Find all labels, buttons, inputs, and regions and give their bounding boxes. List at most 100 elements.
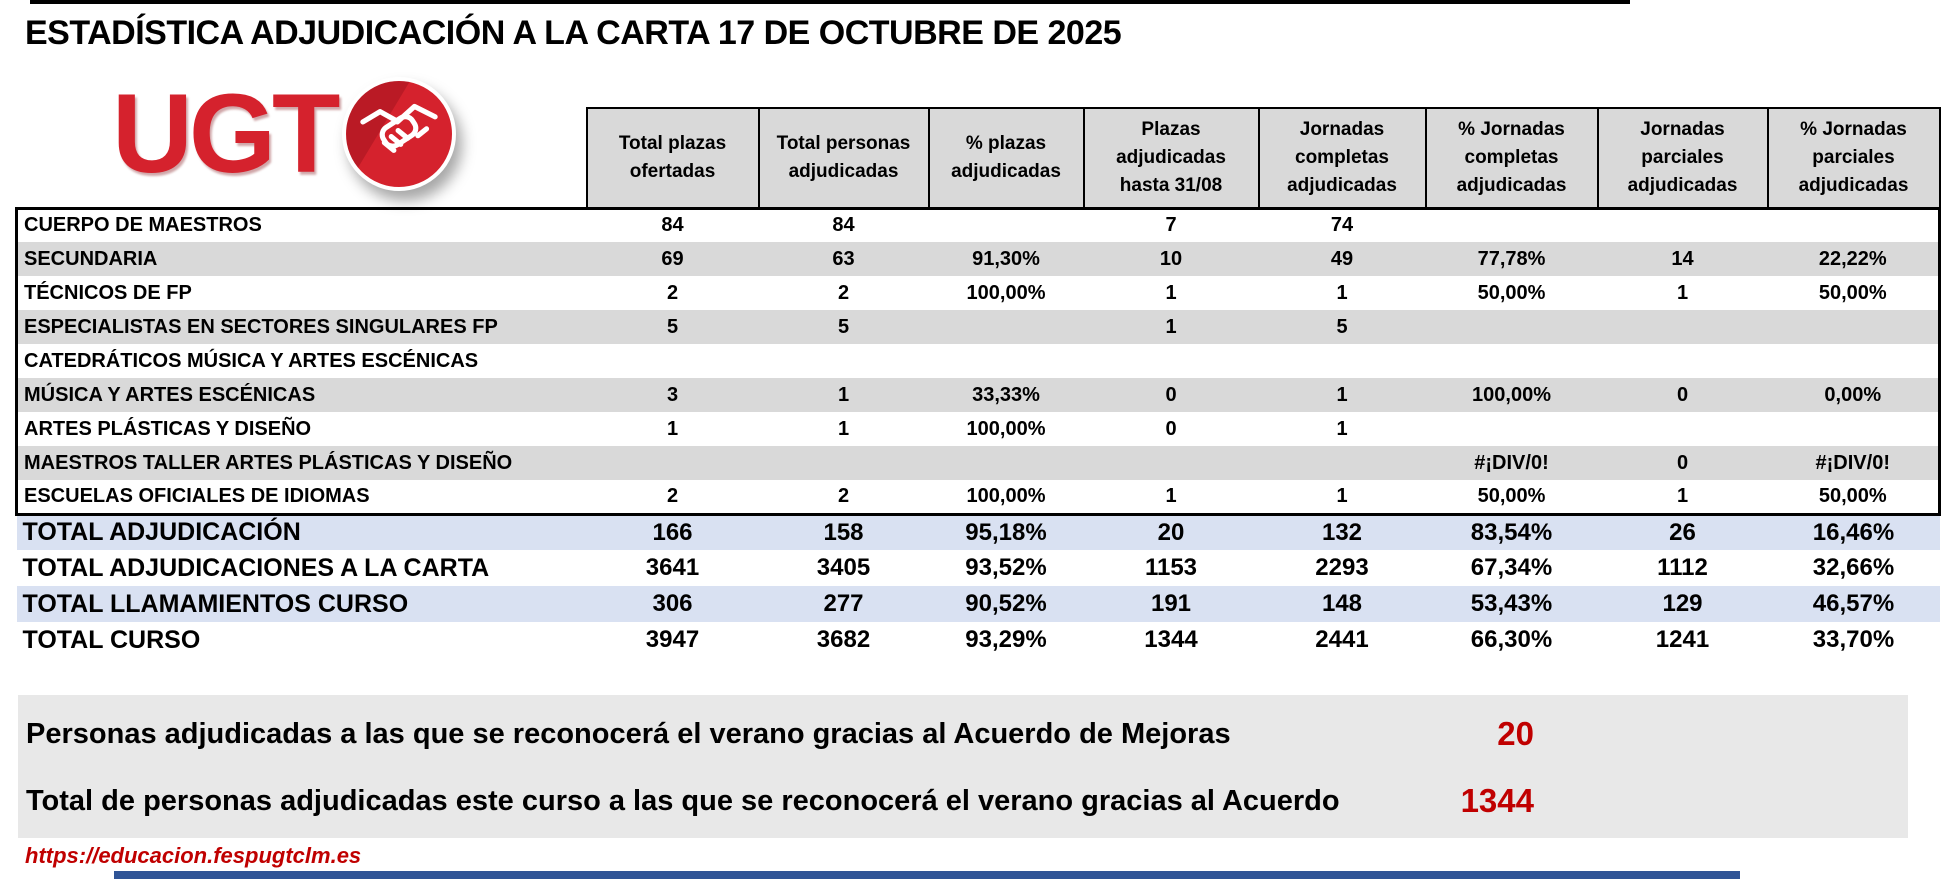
row-label: TOTAL ADJUDICACIÓN: [16, 514, 587, 550]
cell: 3641: [645, 554, 700, 581]
cell: 3947: [645, 626, 700, 653]
cell: 166: [586, 514, 759, 550]
cell: 84: [586, 206, 759, 242]
cell: [1425, 206, 1598, 242]
table-row: TÉCNICOS DE FP 2 2 100,00% 1 1 50,00% 1 50,00%: [15, 276, 1941, 310]
column-header: % plazas adjudicadas: [927, 107, 1085, 209]
cell: [1258, 446, 1426, 480]
cell: 2293: [1315, 554, 1369, 581]
cell: [928, 310, 1084, 344]
cell: 50,00%: [1767, 276, 1941, 310]
cell: 5: [758, 310, 929, 344]
column-header: % Jornadas parciales adjudicadas: [1766, 107, 1941, 209]
cell: 53,43%: [1425, 586, 1598, 622]
table-row: ESCUELAS OFICIALES DE IDIOMAS 2 2 100,00% 1 1…: [15, 480, 1941, 516]
row-label: MAESTROS TALLER ARTES PLÁSTICAS Y DISEÑO: [15, 446, 587, 480]
cell: 22,22%: [1767, 242, 1941, 276]
cell: 2: [837, 281, 850, 304]
total-row: TOTAL ADJUDICACIONES A LA CARTA 3641 3405 9…: [17, 550, 1940, 586]
cell: 129: [1597, 586, 1768, 622]
table-row: MÚSICA Y ARTES ESCÉNICAS 3 1 33,33% 0 1 100,00…: [15, 378, 1941, 412]
cell: [587, 344, 759, 378]
cell: [1598, 344, 1768, 378]
row-label: TOTAL ADJUDICACIONES A LA CARTA: [22, 553, 490, 582]
cell: 1153: [1144, 554, 1198, 581]
cell: 50,00%: [1767, 480, 1941, 516]
cell: 1: [1676, 281, 1689, 304]
column-header: Plazas adjudicadas hasta 31/08: [1082, 107, 1260, 209]
cell: 100,00%: [928, 480, 1084, 516]
cell: 50,00%: [1477, 281, 1546, 304]
cell: [1425, 310, 1598, 344]
website-link[interactable]: https://educacion.fespugtclm.es: [25, 843, 362, 868]
cell: [1083, 446, 1259, 480]
cell: 0: [1165, 417, 1177, 440]
cell: 100,00%: [966, 417, 1046, 440]
header-spacer: [17, 108, 587, 208]
cell: 66,30%: [1470, 626, 1553, 653]
cell: 158: [758, 514, 929, 550]
cell: 1: [837, 417, 850, 440]
cell: 2: [586, 480, 759, 516]
cell: 33,70%: [1812, 626, 1895, 653]
cell: 90,52%: [928, 586, 1084, 622]
cell: 1: [1083, 480, 1259, 516]
cell: 1: [1336, 417, 1348, 440]
cell: [1084, 344, 1259, 378]
cell: 306: [586, 586, 759, 622]
cell: 191: [1083, 586, 1259, 622]
table-row: CATEDRÁTICOS MÚSICA Y ARTES ESCÉNICAS: [15, 344, 1941, 378]
statistics-table: Total plazas ofertadas Total personas adj…: [15, 107, 1941, 658]
cell: 2: [666, 281, 679, 304]
summary-line-1: Personas adjudicadas a las que se recono…: [26, 711, 1534, 757]
cell: 5: [586, 310, 759, 344]
cell: [1259, 344, 1426, 378]
cell: 2: [758, 480, 929, 516]
header-row: Total plazas ofertadas Total personas adj…: [17, 107, 1941, 209]
summary-value: 20: [1497, 715, 1534, 752]
cell: [1767, 206, 1941, 242]
column-header: % Jornadas completas adjudicadas: [1424, 107, 1599, 209]
cell: #¡DIV/0!: [1767, 446, 1941, 480]
cell: 50,00%: [1425, 480, 1598, 516]
cell: 32,66%: [1812, 554, 1895, 581]
column-header: Jornadas parciales adjudicadas: [1596, 107, 1769, 209]
cell: 1241: [1655, 626, 1710, 653]
cell: [1426, 412, 1598, 446]
row-label: ESPECIALISTAS EN SECTORES SINGULARES FP: [15, 310, 587, 344]
total-row: TOTAL LLAMAMIENTOS CURSO 306 277 90,52% 191 1…: [16, 586, 1940, 622]
summary-label: Personas adjudicadas a las que se recono…: [26, 717, 1231, 750]
top-border-line: [30, 0, 1630, 4]
cell: 74: [1258, 206, 1426, 242]
cell: 1: [1165, 281, 1177, 304]
cell: 100,00%: [1425, 378, 1598, 412]
summary-label: Total de personas adjudicadas este curso…: [26, 784, 1340, 817]
table-totals: TOTAL ADJUDICACIÓN 166 158 95,18% 20 132 83,54…: [16, 514, 1940, 658]
cell: 0,00%: [1767, 378, 1941, 412]
table-row: MAESTROS TALLER ARTES PLÁSTICAS Y DISEÑO…: [15, 446, 1941, 480]
cell: [1426, 344, 1598, 378]
handshake-icon: [342, 77, 457, 191]
cell: 16,46%: [1767, 514, 1940, 550]
cell: 20: [1083, 514, 1259, 550]
cell: 63: [758, 242, 929, 276]
row-label: ARTES PLÁSTICAS Y DISEÑO: [15, 412, 587, 446]
cell: 3405: [816, 554, 871, 581]
cell: #¡DIV/0!: [1425, 446, 1598, 480]
cell: 26: [1597, 514, 1768, 550]
table-row: SECUNDARIA 69 63 91,30% 10 49 77,78% 14 22,22%: [15, 242, 1941, 276]
cell: [1597, 310, 1768, 344]
summary-line-2: Total de personas adjudicadas este curso…: [26, 778, 1534, 824]
cell: 0: [1597, 446, 1768, 480]
cell: 277: [758, 586, 929, 622]
row-label: TOTAL LLAMAMIENTOS CURSO: [16, 586, 587, 622]
ugt-logo-text: UGT: [112, 70, 340, 196]
cell: 67,34%: [1470, 554, 1553, 581]
cell: 84: [758, 206, 929, 242]
cell: 7: [1083, 206, 1259, 242]
row-label: CATEDRÁTICOS MÚSICA Y ARTES ESCÉNICAS: [15, 344, 587, 378]
cell: 77,78%: [1425, 242, 1598, 276]
cell: 1344: [1144, 626, 1198, 653]
cell: 3: [586, 378, 759, 412]
